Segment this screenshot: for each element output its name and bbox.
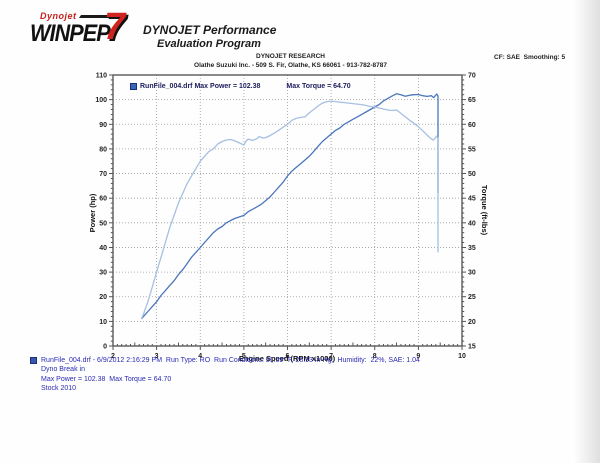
x-tick-label: 7 — [329, 353, 333, 360]
run-color-swatch-icon — [130, 83, 137, 90]
app-title: DYNOJET Performance Evaluation Program — [143, 23, 276, 50]
x-tick-label: 6 — [286, 353, 290, 360]
y-right-tick-label: 45 — [468, 196, 476, 203]
y-right-tick-label: 20 — [468, 319, 476, 326]
run-maxima-line: Max Power = 102.38 Max Torque = 64.70 — [41, 375, 172, 383]
dynojet-brand-mark: Dynojet — [40, 11, 113, 21]
winpep-logo: Dynojet WINPEP 7 — [30, 6, 142, 51]
dyno-chart: 2 3 4 5 6 7 8 9 10010203040506070809010011015202… — [88, 73, 489, 364]
correction-factor-info: CF: SAE Smoothing: 5 — [494, 54, 566, 61]
y-right-tick-label: 70 — [468, 73, 476, 80]
app-title-line2: Evaluation Program — [157, 38, 261, 50]
x-tick-label: 4 — [198, 353, 202, 360]
run-details-footer: RunFile_004.drf - 6/9/2012 2:16:29 PM Ru… — [30, 356, 420, 394]
right-axis-label: Torque (ft-lbs) — [480, 185, 489, 236]
x-tick-label: 8 — [373, 353, 377, 360]
shop-info: DYNOJET RESEARCH Olathe Suzuki Inc. - 50… — [118, 53, 463, 69]
run-conditions-text: RunFile_004.drf - 6/9/2012 2:16:29 PM Ru… — [41, 357, 420, 364]
y-right-tick-label: 50 — [468, 171, 476, 178]
shop-address: Olathe Suzuki Inc. - 509 S. Fir, Olathe,… — [194, 62, 387, 69]
run-note-line: Dyno Break in — [41, 366, 85, 374]
dynojet-brand-label: Dynojet — [40, 11, 77, 21]
x-tick-label: 9 — [416, 353, 420, 360]
torque-curve — [140, 100, 439, 320]
scan-edge-shading — [574, 0, 600, 463]
y-left-tick-label: 40 — [99, 245, 107, 252]
y-left-tick-label: 50 — [99, 220, 107, 227]
left-axis-label: Power (hp) — [88, 193, 97, 232]
winpep-wordmark: WINPEP — [30, 20, 111, 47]
y-left-tick-label: 0 — [103, 344, 107, 351]
legend-max-torque: Max Torque = 64.70 — [286, 83, 351, 90]
y-right-tick-label: 35 — [468, 245, 476, 252]
run-color-swatch-icon — [30, 357, 37, 365]
app-title-line1: DYNOJET Performance — [143, 23, 277, 37]
y-left-tick-label: 100 — [95, 97, 107, 104]
y-right-tick-label: 65 — [468, 97, 476, 104]
x-tick-label: 3 — [155, 353, 159, 360]
y-left-tick-label: 90 — [99, 122, 107, 129]
x-tick-label: 10 — [458, 353, 466, 360]
y-left-tick-label: 70 — [99, 171, 107, 178]
y-right-tick-label: 40 — [468, 220, 476, 227]
y-right-tick-label: 60 — [468, 122, 476, 129]
plot-border — [112, 74, 463, 347]
y-right-tick-label: 15 — [468, 344, 476, 351]
y-right-tick-label: 25 — [468, 294, 476, 301]
run-config-line: Stock 2010 — [41, 385, 77, 393]
shop-name: DYNOJET RESEARCH — [256, 53, 325, 60]
x-tick-label: 2 — [111, 353, 115, 360]
chart-legend: RunFile_004.drf Max Power = 102.38 Max T… — [130, 83, 351, 90]
y-left-tick-label: 20 — [99, 294, 107, 301]
y-left-tick-label: 10 — [99, 319, 107, 326]
y-left-tick-label: 110 — [96, 73, 107, 80]
y-right-tick-label: 30 — [468, 270, 476, 277]
run-summary-line: RunFile_004.drf - 6/9/2012 2:16:29 PM Ru… — [30, 356, 420, 365]
legend-max-power: RunFile_004.drf Max Power = 102.38 — [140, 83, 261, 90]
x-tick-label: 5 — [242, 353, 246, 360]
y-left-tick-label: 30 — [99, 270, 107, 277]
power-curve — [140, 93, 439, 320]
winpep-7-numeral: 7 — [104, 6, 126, 48]
y-left-tick-label: 80 — [99, 146, 107, 153]
y-right-tick-label: 55 — [468, 146, 476, 153]
y-left-tick-label: 60 — [99, 196, 107, 203]
x-axis-label: Engine Speed (RPM x1000) — [239, 354, 336, 363]
